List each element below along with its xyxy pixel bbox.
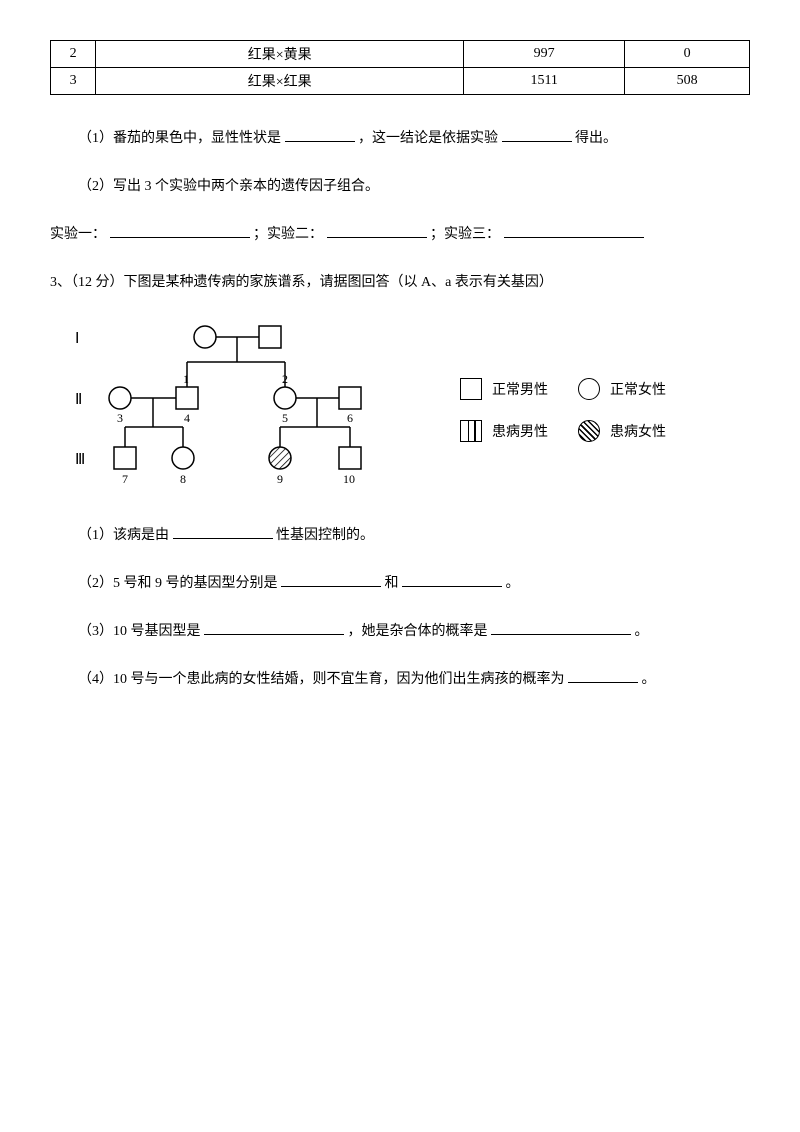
- female-icon: [172, 447, 194, 469]
- question-3-title: 3、（12 分）下图是某种遗传病的家族谱系，请据图回答（以 A、a 表示有关基因…: [50, 269, 750, 297]
- male-icon: [176, 387, 198, 409]
- text: 3、（12 分）下图是某种遗传病的家族谱系，请据图回答（以 A、a 表示有关基因…: [50, 275, 553, 290]
- text: 和: [385, 576, 399, 591]
- pedigree-diagram: 1 2 3 4 5 6: [70, 317, 400, 502]
- text: ，她是杂合体的概率是: [348, 624, 488, 639]
- fill-blank[interactable]: [281, 571, 381, 587]
- circle-icon: [578, 378, 600, 400]
- text: （1）该病是由: [78, 528, 169, 543]
- fill-blank[interactable]: [110, 222, 250, 238]
- male-icon: [339, 387, 361, 409]
- table-row: 3 红果×红果 1511 508: [51, 68, 750, 95]
- male-icon: [114, 447, 136, 469]
- question-1-2: （2）写出 3 个实验中两个亲本的遗传因子组合。: [50, 173, 750, 201]
- cell: 红果×黄果: [96, 41, 464, 68]
- male-icon: [339, 447, 361, 469]
- legend-label: 患病男性: [492, 421, 548, 441]
- circle-filled-icon: [578, 420, 600, 442]
- fill-blank[interactable]: [491, 619, 631, 635]
- cell: 3: [51, 68, 96, 95]
- legend-label: 正常男性: [492, 379, 548, 399]
- fill-blank[interactable]: [204, 619, 344, 635]
- fill-blank[interactable]: [327, 222, 427, 238]
- text: 得出。: [575, 131, 617, 146]
- label: 3: [117, 411, 123, 425]
- label: 4: [184, 411, 190, 425]
- cell: 红果×红果: [96, 68, 464, 95]
- label: 10: [343, 472, 355, 486]
- text: 实验一：: [50, 227, 106, 242]
- label: 2: [282, 372, 288, 386]
- label: 6: [347, 411, 353, 425]
- legend-affected-female: 患病女性: [578, 420, 666, 442]
- question-3-1: （1）该病是由 性基因控制的。: [50, 522, 750, 550]
- legend-affected-male: 患病男性: [460, 420, 548, 442]
- pedigree-section: 1 2 3 4 5 6: [70, 317, 750, 502]
- legend-label: 患病女性: [610, 421, 666, 441]
- cell: 2: [51, 41, 96, 68]
- legend-label: 正常女性: [610, 379, 666, 399]
- legend: 正常男性 正常女性 患病男性 患病女性: [460, 378, 666, 442]
- label: 9: [277, 472, 283, 486]
- female-icon: [194, 326, 216, 348]
- label: 7: [122, 472, 128, 486]
- label: 8: [180, 472, 186, 486]
- text: ，这一结论是依据实验: [358, 131, 498, 146]
- pedigree-svg: 1 2 3 4 5 6: [70, 317, 400, 497]
- female-icon: [274, 387, 296, 409]
- gen-label: Ⅲ: [75, 452, 85, 468]
- cell: 0: [625, 41, 750, 68]
- text: ；实验二：: [253, 227, 323, 242]
- female-icon: [109, 387, 131, 409]
- fill-blank[interactable]: [502, 126, 572, 142]
- label: 5: [282, 411, 288, 425]
- experiment-table: 2 红果×黄果 997 0 3 红果×红果 1511 508: [50, 40, 750, 95]
- fill-blank[interactable]: [568, 667, 638, 683]
- text: （3）10 号基因型是: [78, 624, 201, 639]
- cell: 1511: [464, 68, 625, 95]
- cell: 508: [625, 68, 750, 95]
- gen-label: Ⅰ: [75, 331, 79, 347]
- text: （4）10 号与一个患此病的女性结婚，则不宜生育，因为他们出生病孩的概率为: [78, 672, 565, 687]
- fill-blank[interactable]: [285, 126, 355, 142]
- text: 。: [642, 672, 656, 687]
- text: 。: [506, 576, 520, 591]
- square-filled-icon: [460, 420, 482, 442]
- text: 性基因控制的。: [276, 528, 374, 543]
- legend-normal-female: 正常女性: [578, 378, 666, 400]
- question-3-4: （4）10 号与一个患此病的女性结婚，则不宜生育，因为他们出生病孩的概率为 。: [50, 666, 750, 694]
- text: ；实验三：: [430, 227, 500, 242]
- fill-blank[interactable]: [173, 523, 273, 539]
- question-3-3: （3）10 号基因型是 ，她是杂合体的概率是 。: [50, 618, 750, 646]
- question-1-3: 实验一： ；实验二： ；实验三：: [50, 221, 750, 249]
- table-row: 2 红果×黄果 997 0: [51, 41, 750, 68]
- text: 。: [635, 624, 649, 639]
- text: （2）写出 3 个实验中两个亲本的遗传因子组合。: [78, 179, 379, 194]
- fill-blank[interactable]: [504, 222, 644, 238]
- question-3-2: （2）5 号和 9 号的基因型分别是 和 。: [50, 570, 750, 598]
- square-icon: [460, 378, 482, 400]
- male-icon: [259, 326, 281, 348]
- cell: 997: [464, 41, 625, 68]
- question-1-1: （1）番茄的果色中，显性性状是 ，这一结论是依据实验 得出。: [50, 125, 750, 153]
- gen-label: Ⅱ: [75, 392, 82, 408]
- legend-normal-male: 正常男性: [460, 378, 548, 400]
- text: （1）番茄的果色中，显性性状是: [78, 131, 281, 146]
- affected-female-icon: [269, 447, 291, 469]
- fill-blank[interactable]: [402, 571, 502, 587]
- label: 1: [183, 372, 189, 386]
- text: （2）5 号和 9 号的基因型分别是: [78, 576, 278, 591]
